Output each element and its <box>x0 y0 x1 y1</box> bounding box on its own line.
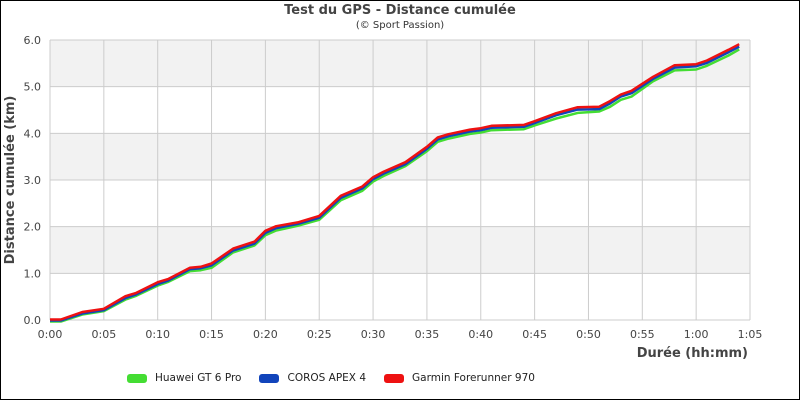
y-tick-label: 5.0 <box>24 81 42 94</box>
legend-swatch-icon <box>259 373 280 383</box>
x-tick-label: 0:30 <box>361 328 386 341</box>
plot-bands <box>50 40 750 274</box>
series-line <box>50 45 740 322</box>
x-tick-label: 0:40 <box>468 328 493 341</box>
x-tick-label: 0:25 <box>307 328 332 341</box>
legend-item-garmin[interactable]: Garmin Forerunner 970 <box>384 372 535 384</box>
x-tick-label: 0:55 <box>630 328 655 341</box>
x-axis-ticks: 0:00 0:05 0:10 0:15 0:20 0:25 0:30 0:35 0:40 0:45… <box>38 328 763 341</box>
legend: Huawei GT 6 Pro COROS APEX 4 Garmin Fore… <box>127 372 535 384</box>
series-line <box>50 48 740 323</box>
x-tick-label: 0:10 <box>145 328 170 341</box>
legend-swatch-icon <box>127 373 147 383</box>
series-lines <box>50 43 740 323</box>
y-tick-label: 4.0 <box>24 127 42 140</box>
legend-label: Garmin Forerunner 970 <box>412 372 535 384</box>
x-tick-label: 0:20 <box>253 328 278 341</box>
legend-item-huawei[interactable]: Huawei GT 6 Pro <box>127 372 241 384</box>
y-axis-ticks: 0.0 1.0 2.0 3.0 4.0 5.0 6.0 <box>24 34 42 327</box>
x-tick-label: 0:00 <box>38 328 63 341</box>
legend-label: COROS APEX 4 <box>287 372 367 384</box>
x-tick-label: 0:50 <box>576 328 601 341</box>
x-tick-label: 1:05 <box>738 328 763 341</box>
x-tick-label: 0:15 <box>199 328 224 341</box>
x-tick-label: 0:45 <box>522 328 547 341</box>
y-tick-label: 1.0 <box>24 267 42 280</box>
series-line <box>50 43 740 321</box>
y-axis-title: Distance cumulée (km) <box>3 96 18 265</box>
y-tick-label: 0.0 <box>24 314 42 327</box>
x-tick-label: 0:05 <box>91 328 116 341</box>
chart-subtitle: (© Sport Passion) <box>355 20 445 31</box>
chart-title: Test du GPS - Distance cumulée <box>284 3 516 18</box>
y-tick-label: 2.0 <box>24 221 42 234</box>
y-tick-label: 6.0 <box>24 34 42 47</box>
legend-swatch-icon <box>384 373 405 383</box>
y-tick-label: 3.0 <box>24 174 42 187</box>
x-tick-label: 1:00 <box>684 328 709 341</box>
legend-label: Huawei GT 6 Pro <box>155 372 242 384</box>
x-axis-title: Durée (hh:mm) <box>637 346 748 361</box>
legend-item-coros[interactable]: COROS APEX 4 <box>259 372 366 384</box>
x-tick-label: 0:35 <box>415 328 440 341</box>
